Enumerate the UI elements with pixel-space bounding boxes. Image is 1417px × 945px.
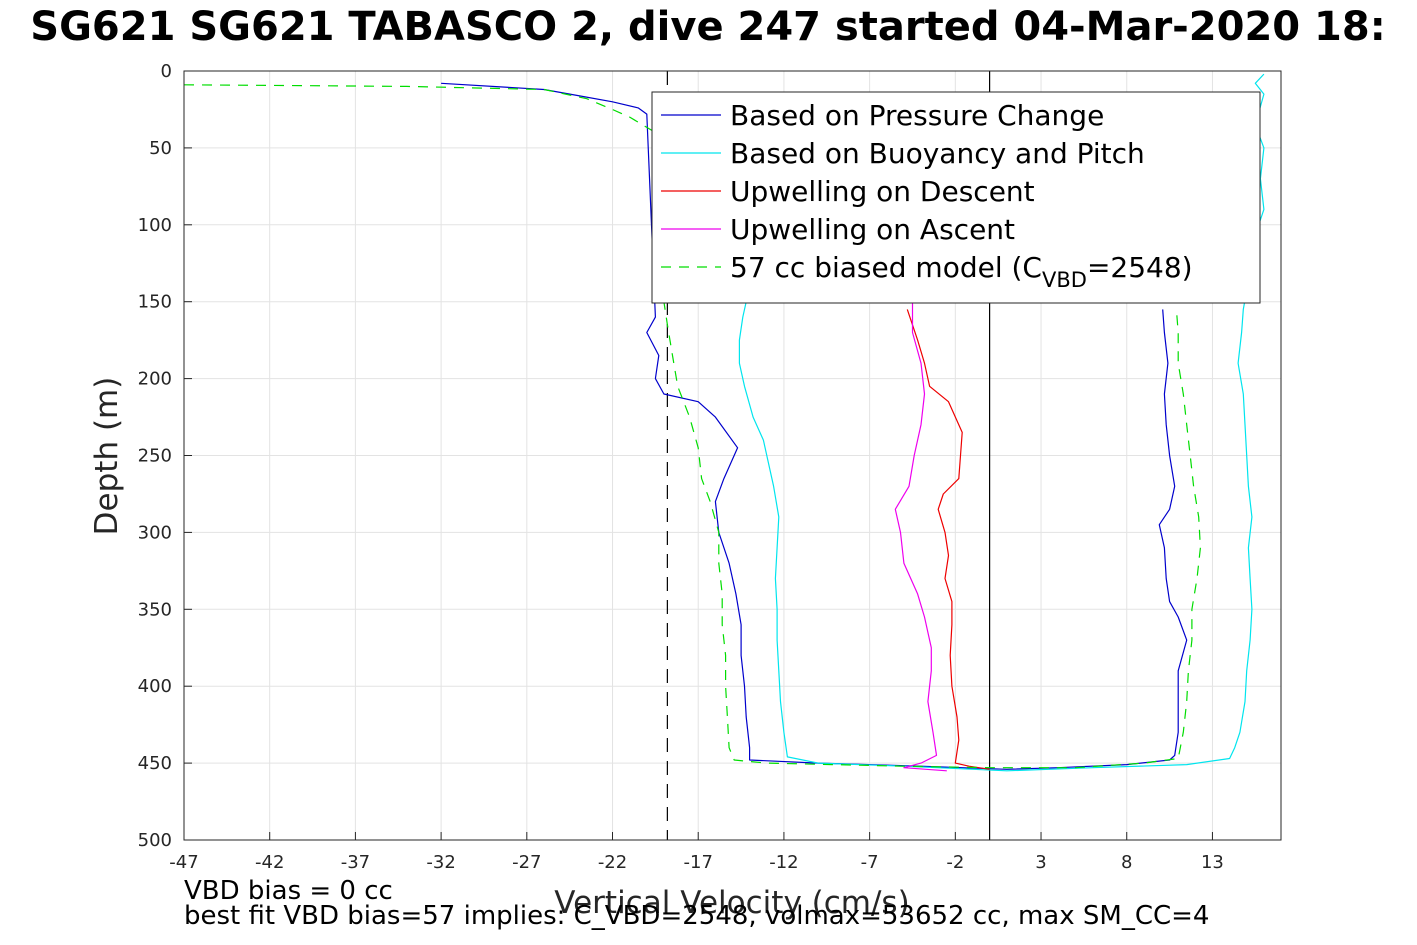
x-tick-label: 3	[1035, 852, 1046, 873]
y-tick-label: 50	[149, 138, 172, 159]
y-tick-label: 350	[138, 599, 172, 620]
x-tick-label: 13	[1201, 852, 1224, 873]
x-tick-label: -12	[769, 852, 798, 873]
legend-label: Upwelling on Descent	[730, 175, 1035, 208]
legend: Based on Pressure Change Based on Buoyanc…	[651, 91, 1261, 304]
x-tick-label: -42	[255, 852, 284, 873]
x-tick-label: -27	[512, 852, 541, 873]
legend-box	[651, 91, 1261, 304]
series-line-0	[441, 82, 1188, 770]
x-axis-label: Vertical Velocity (cm/s)	[554, 885, 909, 921]
legend-label-subscript: VBD	[1042, 268, 1087, 292]
x-tick-label: -32	[426, 852, 455, 873]
footer-best-fit: best fit VBD bias=57 implies: C_VBD=2548…	[184, 901, 1210, 931]
x-tick-label: -37	[341, 852, 370, 873]
y-tick-label: 450	[138, 753, 172, 774]
y-tick-label: 250	[138, 446, 172, 467]
y-tick-label: 400	[138, 676, 172, 697]
x-tick-label: -17	[684, 852, 713, 873]
y-axis-label: Depth (m)	[89, 377, 125, 536]
y-tick-label: 150	[138, 292, 172, 313]
y-tick-label: 0	[161, 61, 172, 82]
y-tick-label: 300	[138, 522, 172, 543]
x-tick-label: -7	[861, 852, 879, 873]
tick-labels: -47 -42 -37 -32 -27 -22 -17 -12 -7 -2 3 8 13 0 50 100 15…	[138, 61, 1224, 873]
y-tick-label: 200	[138, 369, 172, 390]
y-tick-label: 100	[138, 215, 172, 236]
legend-label: Upwelling on Ascent	[730, 213, 1015, 246]
legend-label: Based on Pressure Change	[730, 99, 1104, 132]
y-tick-label: 500	[138, 830, 172, 851]
legend-label-suffix: =2548)	[1087, 251, 1193, 284]
series-line-4	[183, 84, 1202, 769]
series-line-2	[906, 309, 990, 770]
x-tick-label: -22	[598, 852, 627, 873]
x-tick-label: -47	[169, 852, 198, 873]
x-tick-label: 8	[1121, 852, 1132, 873]
x-tick-label: -2	[946, 852, 964, 873]
legend-label: Based on Buoyancy and Pitch	[730, 137, 1145, 170]
series-line-3	[894, 301, 947, 772]
footer-vbd-bias: VBD bias = 0 cc	[184, 876, 393, 906]
page-title: SG621 SG621 TABASCO 2, dive 247 started …	[30, 4, 1386, 50]
